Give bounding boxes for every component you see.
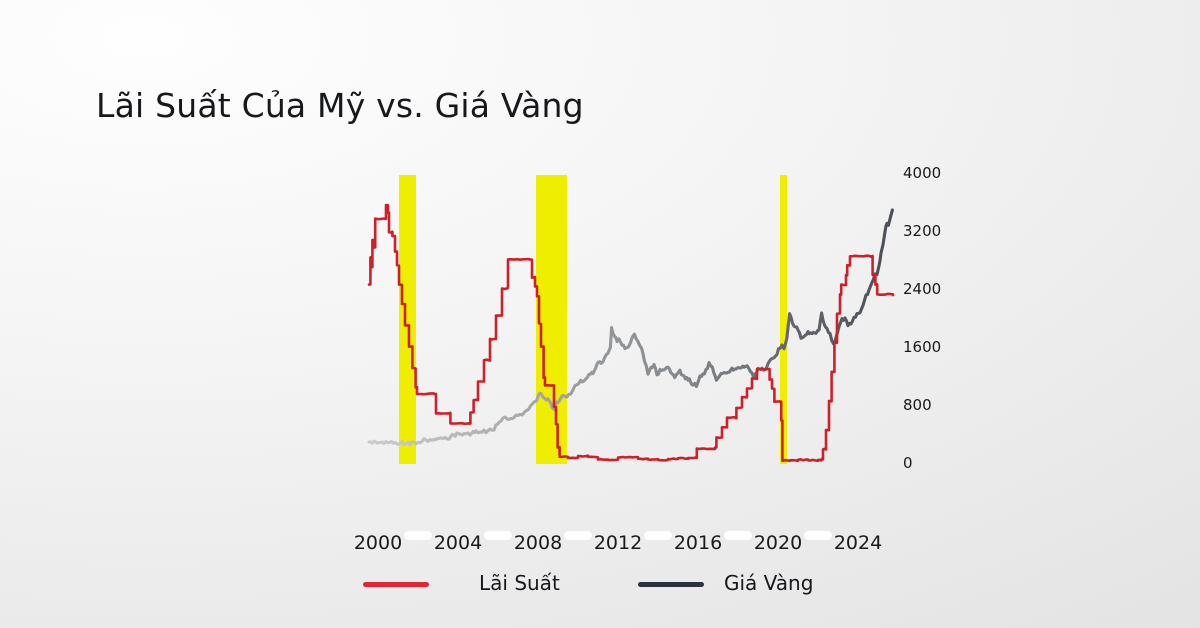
legend-line-gold-price — [638, 582, 704, 587]
axis-highlight-pill — [404, 531, 432, 540]
recession-highlight-band — [399, 175, 416, 464]
axis-highlight-pill — [564, 531, 592, 540]
y-tick-label: 1600 — [903, 338, 942, 356]
legend-line-interest-rate — [363, 582, 429, 587]
interest-rate-line — [367, 203, 895, 463]
axis-highlight-pill — [484, 531, 512, 540]
y-tick-label: 3200 — [903, 222, 942, 240]
axis-highlight-pill — [724, 531, 752, 540]
y-tick-label: 0 — [903, 454, 913, 472]
x-tick-label: 2004 — [433, 532, 483, 554]
recession-highlight-band — [780, 175, 787, 464]
legend-label-gold-price: Giá Vàng — [724, 571, 814, 595]
gold-price-line — [367, 208, 894, 447]
x-tick-label: 2020 — [753, 532, 803, 554]
chart-title: Lãi Suất Của Mỹ vs. Giá Vàng — [96, 86, 584, 125]
x-tick-label: 2008 — [513, 532, 563, 554]
axis-highlight-pill — [804, 531, 832, 540]
y-tick-label: 800 — [903, 396, 932, 414]
recession-highlight-band — [536, 175, 567, 464]
x-tick-label: 2016 — [673, 532, 723, 554]
y-tick-label: 4000 — [903, 164, 942, 182]
x-tick-label: 2000 — [353, 532, 403, 554]
x-tick-label: 2012 — [593, 532, 643, 554]
y-tick-label: 2400 — [903, 280, 942, 298]
legend-label-interest-rate: Lãi Suất — [479, 571, 560, 595]
axis-highlight-pill — [644, 531, 672, 540]
x-tick-label: 2024 — [833, 532, 883, 554]
